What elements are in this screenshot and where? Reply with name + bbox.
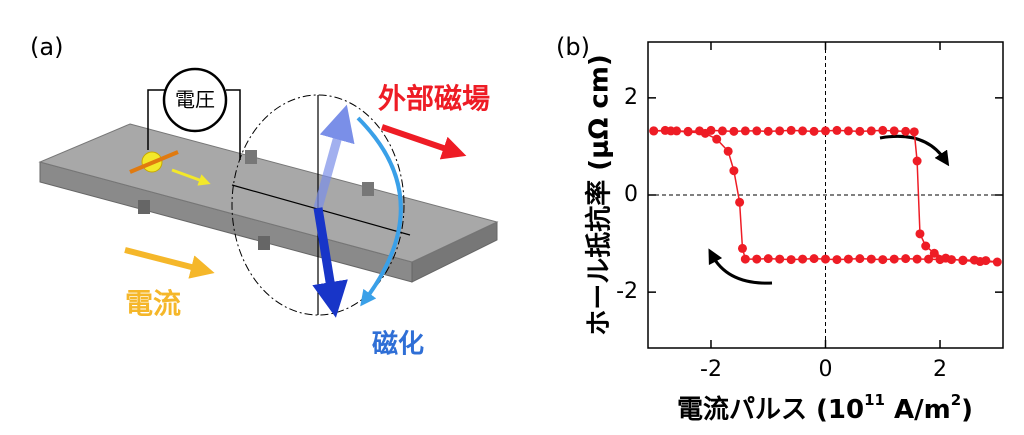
data-point: [763, 126, 773, 136]
sweep-arrow: [879, 134, 950, 167]
data-point: [929, 248, 939, 258]
x-label-sup: 11: [864, 391, 885, 409]
magnetization-arrow: [313, 104, 355, 210]
data-point: [866, 254, 876, 264]
panel-a: (a) 電圧 磁化 外部磁場 電流: [30, 33, 499, 360]
panel-label: (b): [556, 33, 590, 61]
data-point: [912, 156, 922, 166]
data-point: [740, 126, 750, 136]
data-point: [832, 125, 842, 135]
sweep-arrow: [708, 248, 773, 285]
y-tick-label: -2: [616, 279, 638, 304]
x-label-part: ): [961, 395, 973, 425]
data-point: [821, 254, 830, 264]
data-point: [763, 254, 773, 264]
field-arrow: [381, 124, 467, 160]
current-label: 電流: [125, 287, 181, 320]
data-point: [735, 197, 745, 207]
data-point: [683, 127, 693, 137]
data-point: [717, 126, 727, 136]
data-point: [981, 256, 991, 266]
x-tick-label: -2: [700, 357, 722, 382]
data-point: [901, 254, 911, 264]
electrode: [258, 236, 270, 250]
data-point: [723, 146, 733, 156]
data-point: [969, 255, 979, 265]
x-label-part: A/m: [885, 395, 951, 425]
data-point: [666, 126, 676, 136]
wire: [226, 89, 241, 160]
data-point: [786, 125, 796, 135]
panel-b: (b) ホール抵抗率 (μΩ cm) 電流パルス (1011 A/m2) -2 0…: [556, 33, 1004, 425]
data-point: [775, 254, 785, 264]
y-tick-label: 2: [624, 85, 638, 110]
data-point: [878, 125, 888, 135]
data-point: [992, 257, 1002, 267]
data-point: [798, 126, 808, 136]
panel-label: (a): [30, 33, 63, 61]
magnetization-arrow: [312, 207, 348, 318]
data-point: [809, 254, 819, 264]
x-label-part: 電流パルス (10: [677, 395, 864, 425]
data-point: [901, 126, 911, 136]
data-point: [729, 126, 739, 136]
data-point: [924, 254, 934, 264]
data-point: [889, 254, 899, 264]
electron-arrow: [171, 168, 211, 186]
data-point: [737, 243, 747, 253]
x-tick-label: 2: [933, 357, 947, 382]
data-point: [866, 126, 876, 136]
data-point: [700, 128, 710, 138]
field-label: 外部磁場: [378, 82, 490, 115]
rotation-arrow: [356, 116, 403, 307]
data-point: [855, 254, 865, 264]
electrode: [245, 150, 257, 164]
data-point: [798, 254, 808, 264]
data-point: [935, 255, 945, 265]
data-point: [649, 126, 659, 136]
x-tick-label: 0: [819, 357, 833, 382]
data-point: [740, 254, 750, 264]
data-point: [843, 254, 853, 264]
data-point: [921, 241, 931, 251]
data-point: [775, 126, 785, 136]
data-point: [946, 255, 956, 265]
electrode: [138, 200, 150, 214]
y-tick-label: 0: [624, 182, 638, 207]
data-point: [786, 255, 796, 265]
data-point: [729, 166, 739, 176]
data-point: [832, 255, 842, 265]
data-point: [809, 126, 819, 136]
data-point: [915, 229, 925, 239]
data-point: [912, 254, 922, 264]
data-point: [843, 126, 853, 136]
plot-frame: [647, 41, 1004, 349]
data-point: [712, 134, 722, 144]
data-point: [821, 126, 830, 136]
data-point: [889, 126, 899, 136]
voltmeter: [162, 67, 228, 133]
data-point: [855, 126, 865, 136]
x-label-sup: 2: [951, 391, 961, 409]
x-axis-label: 電流パルス (1011 A/m2): [677, 391, 973, 425]
voltage-label: 電圧: [175, 88, 215, 112]
rotation-plane: [231, 94, 405, 316]
y-axis-label: ホール抵抗率 (μΩ cm): [584, 54, 615, 336]
data-point: [878, 255, 888, 265]
magnetization-label: 磁化: [372, 329, 424, 360]
data-point: [752, 126, 762, 136]
spin: [129, 150, 179, 174]
data-point: [752, 254, 762, 264]
current-arrow: [124, 247, 215, 279]
data-point: [909, 127, 919, 137]
data-point: [958, 255, 968, 265]
wire: [147, 89, 165, 150]
electrode: [362, 182, 374, 196]
